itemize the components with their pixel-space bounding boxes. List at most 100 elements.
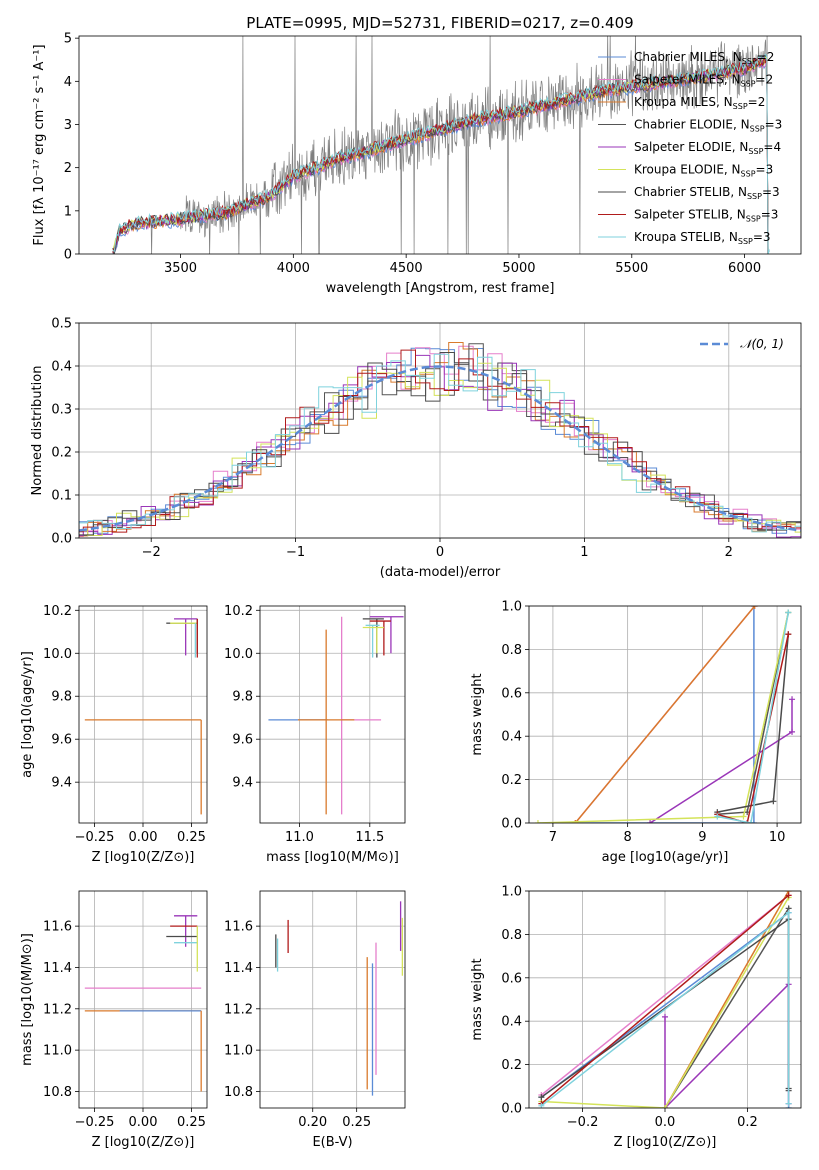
x-tick-label: 0 <box>436 545 444 560</box>
y-tick-label: 1 <box>64 204 72 219</box>
y-tick-label: 0.0 <box>501 817 522 832</box>
x-tick-label: 0.00 <box>129 830 158 845</box>
plot-area <box>84 618 202 815</box>
x-tick-label: −0.25 <box>75 1115 115 1130</box>
x-axis-label: Z [log10(Z/Z⊙)] <box>614 1135 717 1150</box>
y-tick-label: 2 <box>64 161 72 176</box>
panel-7: 0.20 0.25 10.8 11.0 11.2 11.4 11.6 E(B-V) <box>224 890 406 1150</box>
panel-4: 11.0 11.5 9.4 9.6 9.8 10.0 10.2 mass [log10(M/M… <box>224 604 406 865</box>
legend-label: Salpeter STELIB, NSSP=3 <box>634 208 778 224</box>
data-point <box>789 696 796 703</box>
y-tick-label: 4 <box>64 75 72 90</box>
x-tick-label: 9 <box>698 830 706 845</box>
y-tick-label: 9.6 <box>232 733 253 748</box>
plot-area <box>538 891 792 1108</box>
y-tick-label: 11.2 <box>43 1002 72 1017</box>
model-spectrum-8 <box>112 56 770 254</box>
y-tick-label: 9.6 <box>51 733 72 748</box>
y-axis-label: mass weight <box>470 958 485 1040</box>
axes-frame <box>78 35 802 255</box>
model-spectrum-9 <box>112 53 770 254</box>
legend-label: Salpeter MILES, NSSP=2 <box>634 73 773 89</box>
y-tick-label: 0.5 <box>51 317 72 332</box>
y-axis-label: mass [log10(M/M⊙)] <box>20 933 35 1066</box>
x-tick-label: 0.25 <box>177 830 206 845</box>
legend-label: Kroupa MILES, NSSP=2 <box>634 95 765 111</box>
series-line-8 <box>540 894 790 1105</box>
x-tick-label: 11.0 <box>285 830 314 845</box>
plot-area <box>84 915 202 1092</box>
histogram-9 <box>79 353 801 533</box>
y-tick-label: 5 <box>64 32 72 47</box>
panel-8: −0.2 0.0 0.2 0.0 0.2 0.4 0.6 0.8 1.0 Z [log10(Z/Z… <box>470 885 802 1150</box>
data-point <box>750 820 757 823</box>
legend: 𝒩(0, 1) <box>700 337 784 351</box>
grid <box>260 606 405 823</box>
x-axis-label: mass [log10(M/M⊙)] <box>266 850 399 865</box>
histogram-7 <box>79 352 801 536</box>
legend: Chabrier MILES, NSSP=2 Salpeter MILES, NS… <box>598 50 782 246</box>
x-tick-label: 5000 <box>502 261 535 276</box>
x-tick-label: 5500 <box>615 261 648 276</box>
model-spectrum-5 <box>112 56 769 254</box>
model-spectrum-1 <box>112 60 769 254</box>
y-tick-label: 10.8 <box>43 1085 72 1100</box>
data-point <box>770 798 777 805</box>
x-tick-label: −0.2 <box>567 1115 599 1130</box>
x-tick-label: 4500 <box>390 261 423 276</box>
x-tick-label: 0.25 <box>177 1115 206 1130</box>
y-axis-label: age [log10(age/yr)] <box>20 651 35 778</box>
axes-frame <box>78 605 208 824</box>
plot-area <box>79 342 801 538</box>
series-line-8 <box>717 634 790 823</box>
y-tick-label: 10.0 <box>224 647 253 662</box>
x-tick-label: 10 <box>769 830 786 845</box>
data-point <box>785 892 792 899</box>
plot-area <box>534 606 796 823</box>
plot-area <box>112 36 770 254</box>
y-tick-label: 10.8 <box>224 1085 253 1100</box>
histogram-5 <box>79 354 801 538</box>
series-line-2 <box>540 894 790 1096</box>
x-tick-label: −1 <box>286 545 305 560</box>
panel-5: 7 8 9 10 0.0 0.2 0.4 0.6 0.8 1.0 age [log10(age/yr… <box>470 600 802 865</box>
x-tick-label: 11.5 <box>355 830 384 845</box>
legend-label: 𝒩(0, 1) <box>740 337 784 351</box>
panel-3: −0.25 0.00 0.25 9.4 9.6 9.8 10.0 10.2 Z [log10(Z… <box>20 604 208 865</box>
x-tick-label: 0.20 <box>298 1115 327 1130</box>
x-tick-label: 0.00 <box>129 1115 158 1130</box>
y-tick-label: 10.2 <box>43 604 72 619</box>
y-tick-label: 0.4 <box>501 1015 522 1030</box>
axes-frame <box>78 322 802 539</box>
data-point <box>747 820 754 823</box>
y-tick-label: 10.2 <box>224 604 253 619</box>
data-point <box>785 631 792 638</box>
histogram-6 <box>79 362 801 536</box>
data-point <box>789 728 796 735</box>
y-tick-label: 9.4 <box>232 776 253 791</box>
y-tick-label: 0.2 <box>51 446 72 461</box>
y-tick-label: 11.0 <box>224 1044 253 1059</box>
axes-frame <box>259 890 406 1109</box>
axes-frame <box>259 605 406 824</box>
y-tick-label: 0 <box>64 248 72 263</box>
data-point <box>647 820 654 823</box>
series-line-4 <box>664 905 790 1108</box>
x-tick-label: 0.25 <box>342 1115 371 1130</box>
y-tick-label: 9.8 <box>51 690 72 705</box>
panel-6: −0.25 0.00 0.25 10.8 11.0 11.2 11.4 11.6 Z [log1… <box>20 890 208 1150</box>
y-tick-label: 9.8 <box>232 690 253 705</box>
y-axis-label: Normed distribution <box>30 366 45 496</box>
y-tick-label: 0.2 <box>501 1058 522 1073</box>
y-tick-label: 10.0 <box>43 647 72 662</box>
data-point <box>785 609 792 616</box>
y-tick-label: 1.0 <box>501 600 522 615</box>
data-point <box>714 813 721 820</box>
y-tick-label: 0.0 <box>501 1102 522 1117</box>
y-tick-label: 0.2 <box>501 773 522 788</box>
data-point <box>744 820 751 823</box>
y-tick-label: 11.6 <box>224 920 253 935</box>
x-axis-label: Z [log10(Z/Z⊙)] <box>92 850 195 865</box>
y-tick-label: 11.6 <box>43 920 72 935</box>
